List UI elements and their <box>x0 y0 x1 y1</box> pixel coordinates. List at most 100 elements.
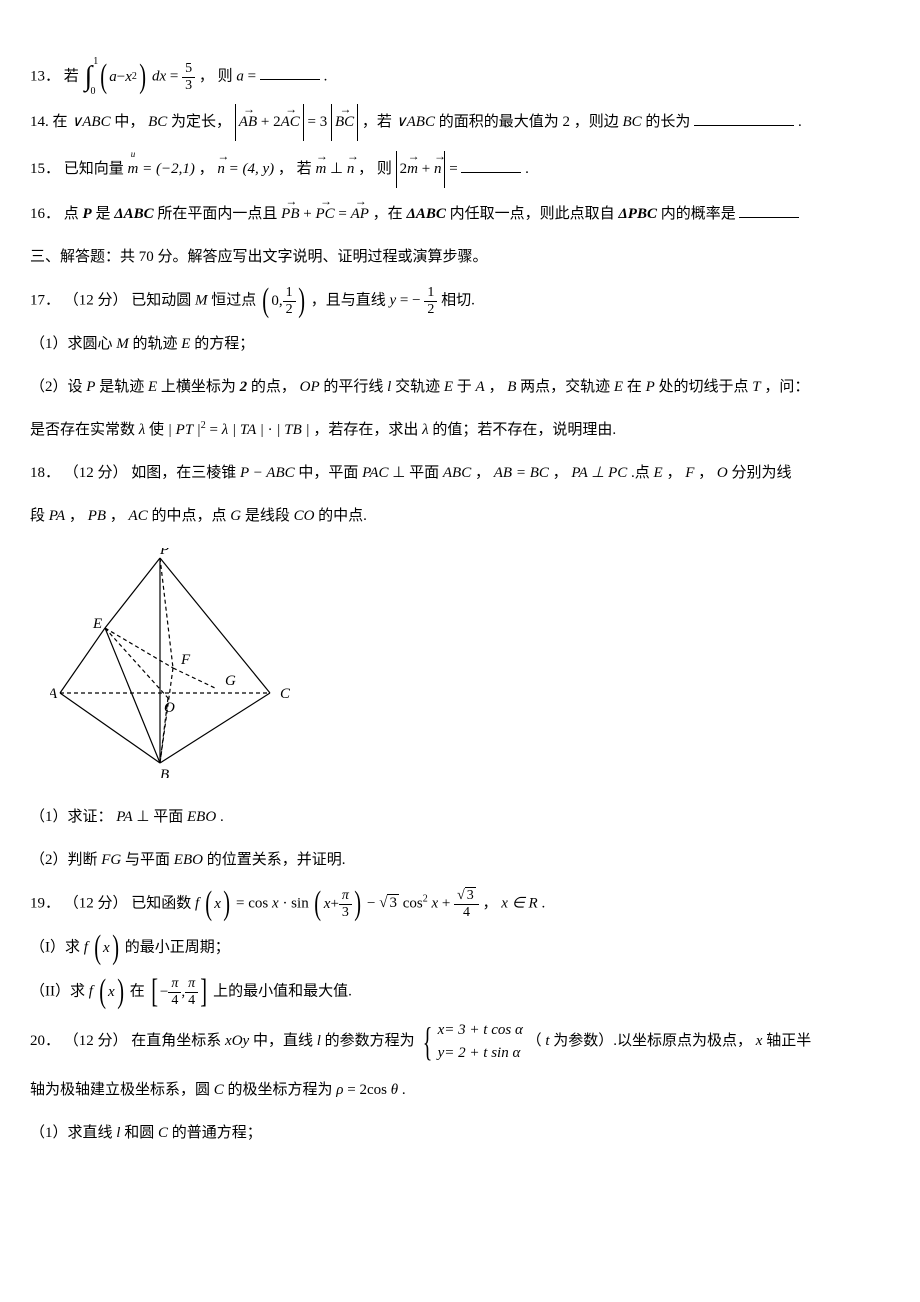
text: 所在平面内一点且 <box>157 206 277 222</box>
frac-sqrt3-4: 34 <box>454 888 479 920</box>
vec-pc: PC <box>315 198 334 231</box>
question-18-line1: 18． （12 分） 如图，在三棱锥 P − ABC 中，平面 PAC ⊥ 平面… <box>30 457 880 490</box>
points: （12 分） <box>64 292 128 308</box>
op: OP <box>300 379 320 395</box>
text: 轴正半 <box>766 1033 811 1049</box>
two: 2 <box>400 161 408 177</box>
text: 使 <box>149 422 164 438</box>
text: 处的切线于点 <box>659 379 749 395</box>
text: 轴为极轴建立极坐标系，圆 <box>30 1082 210 1098</box>
eq: = <box>338 206 346 222</box>
text: 的位置关系，并证明. <box>207 852 346 868</box>
text: （I）求 <box>30 939 80 955</box>
x: x <box>324 888 331 921</box>
text: ，在 <box>373 206 403 222</box>
text-then: 则 <box>377 161 392 177</box>
text: 的轨迹 <box>133 336 178 352</box>
q15-number: 15． <box>30 161 60 177</box>
abs-group: AB + 2AC <box>235 104 304 141</box>
comma: ， <box>110 508 125 524</box>
plus: + <box>330 888 338 921</box>
vec-n: n <box>217 153 225 186</box>
vec-m2: m <box>315 153 326 186</box>
e: E <box>614 379 623 395</box>
blank-15 <box>461 157 521 173</box>
ac: AC <box>129 508 148 524</box>
frac-pi4b: π4 <box>185 976 198 1008</box>
q18-part2: （2）判断 FG 与平面 EBO 的位置关系，并证明. <box>30 844 880 877</box>
paren-x: (x) <box>203 887 232 921</box>
eq: = <box>170 68 178 84</box>
pt-x: 0, <box>271 285 282 318</box>
svg-text:B: B <box>160 767 169 778</box>
text: 的面积的最大值为 <box>439 114 559 130</box>
vec-ab: AB <box>239 106 257 139</box>
period: . <box>220 809 224 825</box>
paren-group: (a−x2) <box>98 60 148 94</box>
comma: ， <box>199 68 214 84</box>
e: E <box>181 336 190 352</box>
comma: ， <box>553 465 568 481</box>
plus: + <box>422 161 430 177</box>
text: 和圆 <box>124 1125 154 1141</box>
cos: cos <box>403 895 423 911</box>
integral-sign: ∫10 <box>85 63 93 91</box>
vec-ap: AP <box>351 198 369 231</box>
eq: = 3 <box>308 114 328 130</box>
frac-half: 12 <box>283 285 296 317</box>
rad: 3 <box>387 894 399 911</box>
text: ，若存在，求出 <box>313 422 418 438</box>
frac-neg-half: 12 <box>424 285 437 317</box>
text: 的方程； <box>194 336 254 352</box>
a: A <box>476 379 485 395</box>
point-p: P <box>83 206 92 222</box>
m-value: = (−2,1) <box>142 161 195 177</box>
text: 的参数方程为 <box>325 1033 415 1049</box>
blank-16 <box>739 202 799 218</box>
period: . <box>402 1082 406 1098</box>
q16-number: 16． <box>30 206 60 222</box>
tetrahedron-diagram: PEAFGOCB <box>50 548 290 778</box>
e: E <box>444 379 453 395</box>
dot-sin: · sin <box>282 895 308 911</box>
svg-text:C: C <box>280 686 290 702</box>
eq: = − <box>400 292 421 308</box>
vec-m: m <box>128 153 139 186</box>
text: 在直角坐标系 <box>131 1033 221 1049</box>
comma: ， <box>475 465 490 481</box>
text: 内任取一点，则此点取自 <box>450 206 615 222</box>
q17-part2-line1: （2）设 P 是轨迹 E 上横坐标为 2 的点， OP 的平行线 l 交轨迹 E… <box>30 371 880 404</box>
pa: PA <box>49 508 65 524</box>
text: 的极坐标方程为 <box>228 1082 333 1098</box>
q20-number: 20． <box>30 1033 60 1049</box>
points: （12 分） <box>64 1033 128 1049</box>
text: 的最小正周期； <box>125 939 230 955</box>
question-20-line1: 20． （12 分） 在直角坐标系 xOy 中，直线 l 的参数方程为 { x=… <box>30 1019 880 1064</box>
text: 交轨迹 <box>395 379 440 395</box>
text: 为参数）.以坐标原点为极点， <box>553 1033 752 1049</box>
q17-part1: （1）求圆心 M 的轨迹 E 的方程； <box>30 328 880 361</box>
eq2: = <box>248 68 256 84</box>
o: O <box>717 465 728 481</box>
eq: = <box>449 161 457 177</box>
text: 在 <box>627 379 642 395</box>
text: （1）求圆心 <box>30 336 113 352</box>
vec-ac: AC <box>281 106 300 139</box>
text: 是否存在实常数 <box>30 422 135 438</box>
num: π <box>185 976 198 992</box>
svg-text:P: P <box>159 548 169 558</box>
t: t <box>545 1033 549 1049</box>
abs-2m-n: 2m + n <box>396 151 446 188</box>
case2-rhs: = 2 + t sin α <box>444 1045 520 1061</box>
text: ，且与直线 <box>311 292 386 308</box>
period: . <box>541 895 545 911</box>
var-a2: a <box>236 68 244 84</box>
den: 4 <box>454 905 479 920</box>
comma: ， <box>698 465 713 481</box>
question-14: 14. 在 ∨ABC 中， BC 为定长， AB + 2AC = 3 BC ，若… <box>30 104 880 141</box>
text: 两点，交轨迹 <box>520 379 610 395</box>
paren-x: (x) <box>92 931 121 965</box>
x: x <box>272 895 279 911</box>
var-x: x <box>125 61 132 94</box>
tb: | TB | <box>276 422 309 438</box>
